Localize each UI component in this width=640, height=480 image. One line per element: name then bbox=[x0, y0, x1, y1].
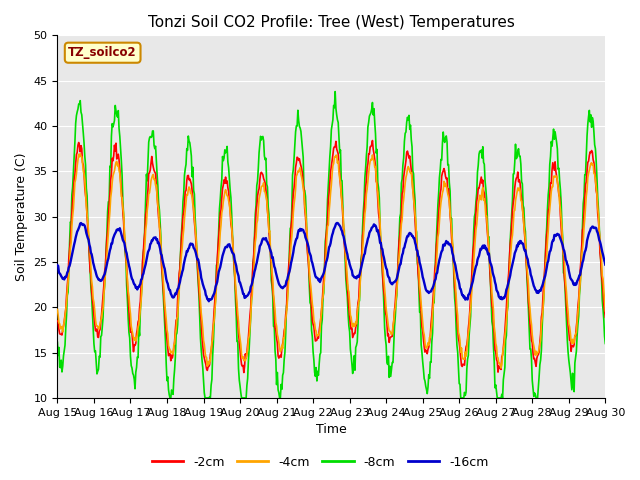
-4cm bbox=[324, 224, 332, 229]
-16cm bbox=[333, 220, 341, 226]
Line: -4cm: -4cm bbox=[58, 154, 605, 368]
-4cm bbox=[602, 308, 609, 314]
-2cm bbox=[240, 370, 248, 375]
-16cm bbox=[602, 262, 609, 267]
-2cm bbox=[432, 261, 440, 267]
-4cm bbox=[431, 282, 438, 288]
-8cm bbox=[175, 299, 182, 304]
-2cm bbox=[324, 218, 332, 224]
-8cm bbox=[166, 395, 174, 401]
-4cm bbox=[553, 173, 561, 179]
Line: -2cm: -2cm bbox=[58, 141, 605, 372]
-4cm bbox=[54, 307, 61, 312]
Legend: -2cm, -4cm, -8cm, -16cm: -2cm, -4cm, -8cm, -16cm bbox=[147, 451, 493, 474]
Text: TZ_soilco2: TZ_soilco2 bbox=[68, 46, 137, 59]
-8cm bbox=[324, 197, 332, 203]
-16cm bbox=[174, 286, 182, 292]
-16cm bbox=[205, 299, 212, 304]
-16cm bbox=[432, 276, 440, 282]
-8cm bbox=[332, 89, 339, 95]
-2cm bbox=[602, 314, 609, 320]
-8cm bbox=[602, 341, 609, 347]
-4cm bbox=[76, 151, 84, 156]
-16cm bbox=[197, 275, 205, 281]
X-axis label: Time: Time bbox=[316, 423, 347, 436]
Line: -8cm: -8cm bbox=[58, 92, 605, 398]
Y-axis label: Soil Temperature (C): Soil Temperature (C) bbox=[15, 152, 28, 281]
-8cm bbox=[378, 256, 385, 262]
-16cm bbox=[324, 254, 332, 260]
-2cm bbox=[378, 251, 385, 257]
-4cm bbox=[497, 365, 505, 371]
-2cm bbox=[197, 319, 205, 325]
-2cm bbox=[174, 297, 182, 302]
Title: Tonzi Soil CO2 Profile: Tree (West) Temperatures: Tonzi Soil CO2 Profile: Tree (West) Temp… bbox=[148, 15, 515, 30]
-16cm bbox=[378, 245, 385, 251]
-8cm bbox=[198, 357, 206, 362]
-8cm bbox=[553, 139, 561, 145]
-4cm bbox=[175, 297, 182, 303]
-2cm bbox=[369, 138, 376, 144]
-16cm bbox=[553, 232, 561, 238]
-4cm bbox=[198, 317, 206, 323]
Line: -16cm: -16cm bbox=[58, 223, 605, 301]
-8cm bbox=[54, 339, 61, 345]
-4cm bbox=[377, 238, 385, 243]
-16cm bbox=[54, 263, 61, 268]
-8cm bbox=[432, 253, 440, 259]
-2cm bbox=[54, 318, 61, 324]
-2cm bbox=[553, 173, 561, 179]
